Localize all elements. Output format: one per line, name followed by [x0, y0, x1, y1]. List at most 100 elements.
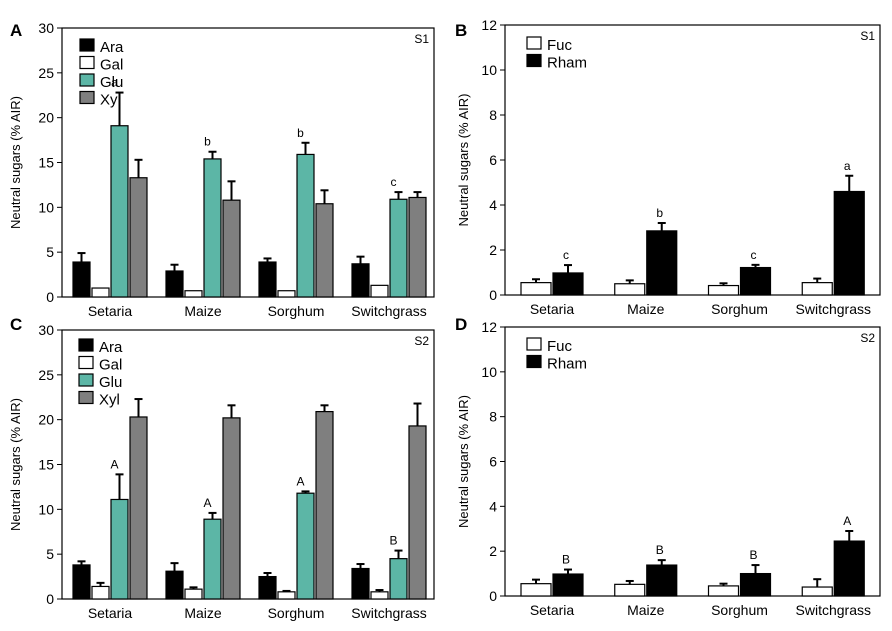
panel-b: B 0 2 4 6 8 10 12 Neutral sugars (% AIR) S1 c Setar…	[455, 17, 881, 317]
bar-fuc-switchgrass	[801, 586, 833, 597]
bar-glu-setaria	[110, 125, 129, 298]
panel-letter: A	[10, 21, 22, 40]
y-tick-label: 6	[489, 454, 497, 470]
legend-label-rham: Rham	[547, 356, 587, 373]
stage-label: S2	[414, 334, 429, 348]
significance-label: B	[389, 534, 397, 548]
y-axis-label: Neutral sugars (% AIR)	[8, 398, 23, 531]
x-tick-label-switchgrass: Switchgrass	[351, 605, 426, 621]
x-tick-label-setaria: Setaria	[530, 602, 575, 618]
y-tick-label: 20	[38, 412, 54, 428]
panel-d: D 0 2 4 6 8 10 12 Neutral sugars (% AIR) S2 B Setar…	[455, 315, 881, 618]
legend-swatch-rham	[526, 354, 542, 369]
x-tick-label-switchgrass: Switchgrass	[351, 303, 426, 319]
panel-letter: D	[455, 315, 467, 334]
bar-ara-switchgrass	[351, 567, 370, 600]
bar-gal-setaria	[91, 287, 110, 298]
y-tick-label: 12	[481, 319, 497, 335]
legend-label-glu: Glu	[99, 374, 122, 391]
significance-label: A	[296, 474, 304, 488]
panel-a: A 0 5 10 15 20 25 30 Neutral sugars (% AIR) S1 a Se…	[8, 20, 435, 319]
y-tick-label: 10	[481, 364, 497, 380]
legend-label-xyl: Xyl	[99, 392, 120, 409]
significance-label: B	[656, 543, 664, 557]
panel-c: C 0 5 10 15 20 25 30 Neutral sugars (% AIR) S2 A Se…	[8, 315, 435, 621]
significance-label: c	[391, 175, 397, 189]
panel-letter: C	[10, 315, 22, 334]
y-tick-label: 8	[489, 409, 497, 425]
significance-label: A	[843, 514, 851, 528]
bar-gal-switchgrass	[370, 284, 389, 298]
bar-rham-setaria	[552, 272, 584, 296]
legend-swatch-glu	[78, 373, 94, 387]
legend-swatch-gal	[78, 355, 94, 370]
bar-xyl-maize	[222, 417, 241, 600]
y-tick-label: 20	[38, 110, 54, 126]
bar-fuc-maize	[614, 583, 646, 597]
y-tick-label: 25	[38, 65, 54, 81]
y-axis-label: Neutral sugars (% AIR)	[456, 94, 471, 227]
legend-swatch-gal	[79, 55, 95, 70]
bar-fuc-switchgrass	[801, 282, 833, 296]
x-tick-label-setaria: Setaria	[530, 301, 575, 317]
legend-swatch-xyl	[78, 390, 94, 405]
x-tick-label-sorghum: Sorghum	[711, 301, 768, 317]
bar-rham-maize	[646, 230, 678, 296]
y-tick-label: 25	[38, 367, 54, 383]
bar-glu-maize	[203, 158, 222, 298]
x-tick-label-sorghum: Sorghum	[711, 602, 768, 618]
bar-fuc-sorghum	[707, 284, 740, 296]
y-tick-label: 15	[38, 457, 54, 473]
bar-rham-switchgrass	[833, 540, 865, 597]
y-tick-label: 0	[489, 588, 497, 604]
legend-label-fuc: Fuc	[547, 37, 573, 54]
significance-label: a	[111, 76, 118, 90]
bar-glu-maize	[203, 518, 222, 600]
legend-label-ara: Ara	[100, 39, 124, 56]
stage-label: S1	[860, 29, 875, 43]
y-axis-label: Neutral sugars (% AIR)	[8, 96, 23, 229]
legend-swatch-rham	[526, 53, 542, 68]
y-tick-label: 4	[489, 498, 497, 514]
x-tick-label-setaria: Setaria	[88, 303, 133, 319]
bar-xyl-maize	[222, 199, 241, 298]
bar-xyl-setaria	[129, 416, 148, 600]
bar-gal-maize	[184, 588, 203, 600]
x-tick-label-maize: Maize	[184, 303, 222, 319]
y-tick-label: 10	[481, 62, 497, 78]
bar-ara-sorghum	[258, 575, 277, 600]
y-tick-label: 6	[489, 152, 497, 168]
y-tick-label: 15	[38, 155, 54, 171]
stage-label: S1	[414, 32, 429, 46]
bar-gal-setaria	[91, 585, 110, 600]
y-tick-label: 2	[489, 543, 497, 559]
significance-label: b	[204, 135, 211, 149]
x-tick-label-switchgrass: Switchgrass	[796, 602, 871, 618]
legend-swatch-xyl	[79, 90, 95, 105]
bar-gal-sorghum	[277, 591, 296, 600]
y-tick-label: 2	[489, 242, 497, 258]
legend-swatch-ara	[78, 338, 94, 352]
bar-ara-setaria	[72, 261, 91, 298]
bar-ara-maize	[165, 270, 184, 298]
bar-fuc-sorghum	[707, 585, 740, 597]
bar-xyl-sorghum	[315, 203, 334, 298]
significance-label: b	[297, 126, 304, 140]
legend-label-ara: Ara	[99, 339, 123, 356]
significance-label: c	[751, 248, 757, 262]
y-tick-label: 10	[38, 199, 54, 215]
bar-fuc-setaria	[520, 282, 552, 296]
bar-glu-setaria	[110, 498, 129, 600]
y-tick-label: 30	[38, 20, 54, 36]
bar-gal-sorghum	[277, 290, 296, 298]
significance-label: A	[110, 457, 118, 471]
y-tick-label: 12	[481, 17, 497, 33]
legend-label-rham: Rham	[547, 55, 587, 72]
bar-rham-maize	[646, 564, 678, 597]
bar-fuc-maize	[614, 283, 646, 296]
significance-label: b	[656, 206, 663, 220]
